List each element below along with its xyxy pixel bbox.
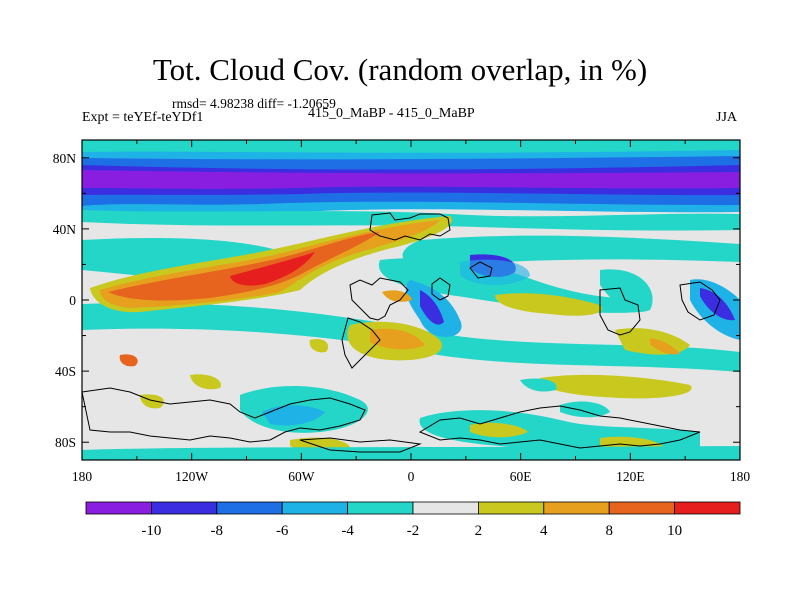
- colorbar: -10 -8 -6 -4 -2 2 4 8 10: [85, 501, 741, 539]
- colorbar-swatch: [347, 501, 414, 515]
- colorbar-label: 8: [605, 523, 613, 539]
- colorbar-swatch: [543, 501, 610, 515]
- colorbar-label: 10: [667, 523, 682, 539]
- colorbar-swatch: [85, 501, 152, 515]
- colorbar-label: -10: [141, 523, 161, 539]
- lat-tick-label: 0: [69, 293, 76, 308]
- lat-tick-label: 80S: [55, 435, 76, 450]
- lon-tick-label: 0: [408, 469, 415, 484]
- lon-tick-label: 180: [730, 469, 751, 484]
- lon-tick-label: 120E: [616, 469, 645, 484]
- colorbar-label: -4: [341, 523, 354, 539]
- colorbar-swatch: [674, 501, 741, 515]
- lon-tick-label: 180: [72, 469, 93, 484]
- colorbar-swatch: [216, 501, 283, 515]
- stats-line: rmsd= 4.98238 diff= -1.20659: [172, 96, 336, 111]
- colorbar-swatch: [477, 501, 545, 515]
- colorbar-swatch: [281, 501, 349, 515]
- coastlines: [82, 212, 721, 453]
- colorbar-label: 2: [475, 523, 483, 539]
- experiment-label: Expt = teYEf-teYDf1: [82, 110, 204, 125]
- colorbar-swatch: [150, 501, 218, 515]
- plot-title: Tot. Cloud Cov. (random overlap, in %): [152, 52, 648, 87]
- lon-tick-label: 60W: [288, 469, 315, 484]
- colorbar-swatch: [412, 501, 479, 515]
- colorbar-label: -2: [407, 523, 420, 539]
- lon-tick-label: 120W: [175, 469, 208, 484]
- colorbar-swatch: [608, 501, 676, 515]
- colorbar-label: 4: [540, 523, 548, 539]
- season-label: JJA: [716, 110, 738, 125]
- colorbar-label: -8: [211, 523, 224, 539]
- case-label: 415_0_MaBP - 415_0_MaBP: [308, 106, 475, 121]
- lat-tick-label: 40N: [53, 222, 77, 237]
- colorbar-label: -6: [276, 523, 289, 539]
- lon-tick-label: 60E: [510, 469, 532, 484]
- lat-tick-label: 80N: [53, 151, 77, 166]
- axis-ticks: 80N 40N 0 40S 80S 180 120W 60W 0 60E 120E 180: [53, 140, 751, 484]
- contour-field: [82, 140, 740, 460]
- lat-tick-label: 40S: [55, 364, 76, 379]
